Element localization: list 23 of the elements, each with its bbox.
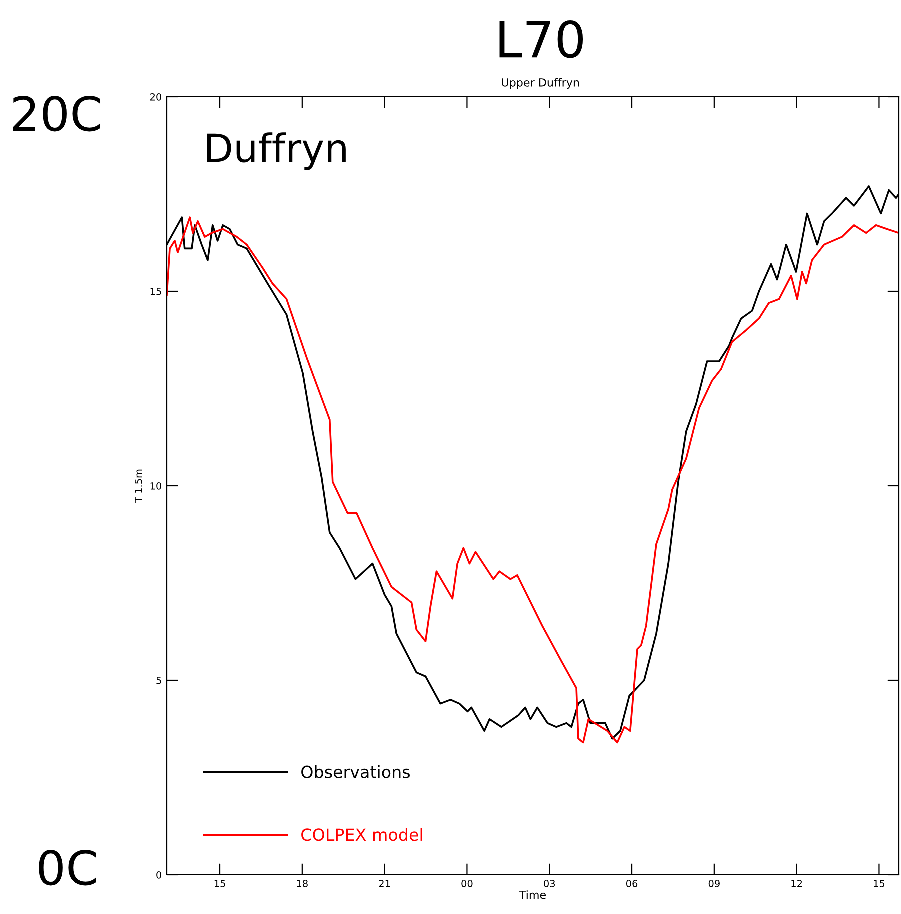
x-tick-label: 09 bbox=[708, 880, 720, 888]
y-tick-label: 15 bbox=[150, 288, 162, 296]
y-tick-label: 0 bbox=[156, 871, 162, 879]
text: 20C bbox=[13, 96, 101, 132]
y-axis-title: T 1.5m bbox=[135, 470, 142, 504]
annotation: Duffryn bbox=[207, 132, 346, 170]
text: COLPEX model bbox=[302, 828, 422, 842]
text: 0C bbox=[39, 850, 96, 886]
y-tick-label: 10 bbox=[150, 482, 162, 490]
x-tick-label: 12 bbox=[792, 880, 802, 888]
text: Observations bbox=[302, 766, 410, 778]
x-tick-label: 06 bbox=[626, 880, 638, 888]
x-tick-label: 00 bbox=[462, 880, 473, 888]
y-tick-label: 20 bbox=[150, 93, 162, 101]
x-tick-label: 03 bbox=[544, 880, 556, 888]
x-tick-label: 15 bbox=[214, 880, 226, 888]
x-axis-title: Time bbox=[519, 890, 546, 900]
chart-subtitle: Upper Duffryn bbox=[502, 78, 580, 89]
chart-title: L70 bbox=[500, 20, 584, 58]
y-tick-label: 5 bbox=[156, 677, 162, 684]
x-tick-label: 21 bbox=[379, 880, 390, 888]
x-tick-label: 15 bbox=[874, 880, 885, 888]
x-tick-label: 18 bbox=[297, 880, 308, 888]
